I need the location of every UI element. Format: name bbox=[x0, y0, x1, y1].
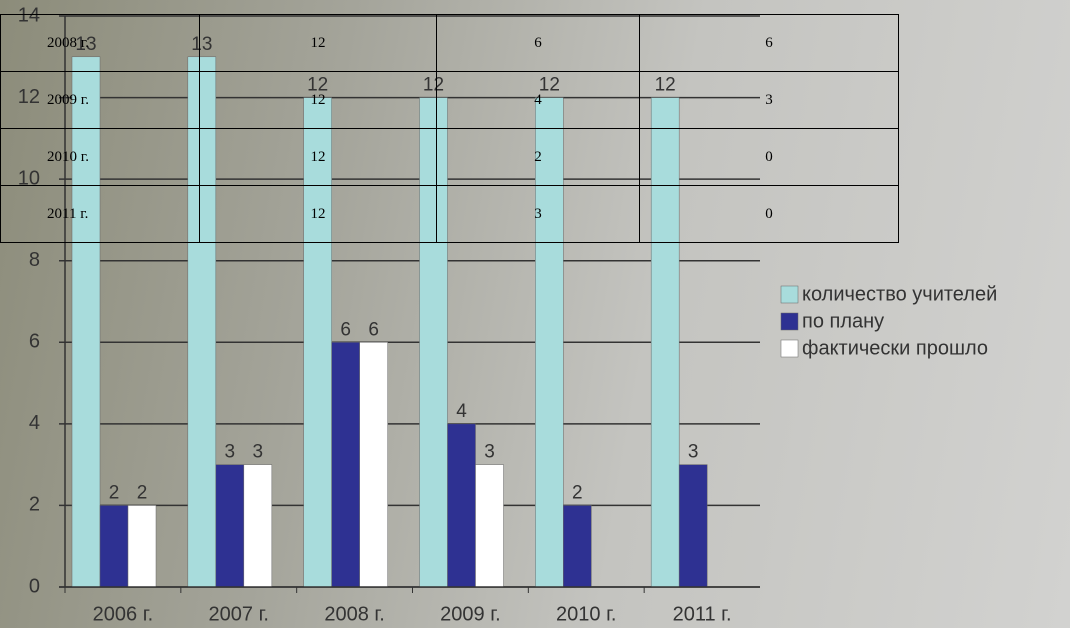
data-label: 3 bbox=[253, 442, 264, 463]
bar bbox=[332, 342, 360, 587]
data-label: 6 bbox=[368, 319, 379, 340]
table-cell: 0 bbox=[640, 129, 899, 186]
bar bbox=[679, 465, 707, 587]
table-cell: 12 bbox=[200, 129, 437, 186]
table-cell: 12 bbox=[200, 15, 437, 72]
bar bbox=[448, 424, 476, 587]
y-tick-label: 8 bbox=[29, 249, 40, 271]
bar bbox=[476, 465, 504, 587]
data-label: 2 bbox=[109, 482, 120, 503]
data-label: 2 bbox=[137, 482, 148, 503]
table-cell: 6 bbox=[640, 15, 899, 72]
y-tick-label: 2 bbox=[29, 494, 40, 516]
bar bbox=[244, 465, 272, 587]
table-cell: 2009 г. bbox=[1, 72, 200, 129]
x-tick-label: 2010 г. bbox=[556, 603, 616, 625]
x-tick-label: 2008 г. bbox=[324, 603, 384, 625]
bar bbox=[216, 465, 244, 587]
bar bbox=[360, 342, 388, 587]
table-cell: 0 bbox=[640, 186, 899, 243]
table-cell: 12 bbox=[200, 72, 437, 129]
data-label: 3 bbox=[688, 442, 699, 463]
table-cell: 2 bbox=[437, 129, 640, 186]
data-label: 6 bbox=[340, 319, 351, 340]
table-cell: 4 bbox=[437, 72, 640, 129]
data-label: 2 bbox=[572, 482, 583, 503]
bar bbox=[128, 505, 156, 587]
x-tick-label: 2009 г. bbox=[440, 603, 500, 625]
table-cell: 2011 г. bbox=[1, 186, 200, 243]
x-tick-label: 2007 г. bbox=[209, 603, 269, 625]
slide: 024681012142006 г.13222007 г.13332008 г.… bbox=[0, 0, 1070, 628]
legend-label: фактически прошло bbox=[802, 337, 988, 359]
y-tick-label: 6 bbox=[29, 331, 40, 353]
x-tick-label: 2006 г. bbox=[93, 603, 153, 625]
table-cell: 3 bbox=[437, 186, 640, 243]
legend-label: по плану bbox=[802, 310, 884, 332]
table-cell: 2010 г. bbox=[1, 129, 200, 186]
legend-label: количество учителей bbox=[802, 283, 997, 305]
data-label: 3 bbox=[225, 442, 236, 463]
bar bbox=[100, 505, 128, 587]
table-cell: 2008 г. bbox=[1, 15, 200, 72]
table-cell: 6 bbox=[437, 15, 640, 72]
table-cell: 12 bbox=[200, 186, 437, 243]
legend-swatch bbox=[781, 340, 798, 357]
legend-swatch bbox=[781, 313, 798, 330]
x-tick-label: 2011 г. bbox=[673, 603, 732, 625]
y-tick-label: 0 bbox=[29, 575, 40, 597]
table-cell: 3 bbox=[640, 72, 899, 129]
data-label: 3 bbox=[484, 442, 495, 463]
data-label: 4 bbox=[456, 401, 467, 422]
bar bbox=[563, 505, 591, 587]
legend-swatch bbox=[781, 286, 798, 303]
y-tick-label: 4 bbox=[29, 412, 40, 434]
